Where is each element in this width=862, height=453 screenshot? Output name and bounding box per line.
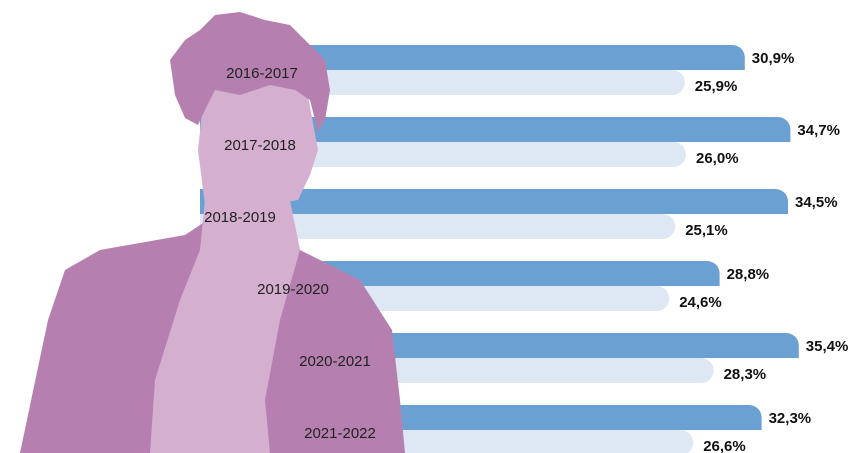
value-label: 35,4% [806,338,849,355]
value-label: 34,7% [797,122,840,139]
category-label: 2020-2021 [299,353,371,370]
value-label: 26,6% [703,438,746,453]
value-label: 28,3% [724,366,767,383]
value-label: 26,0% [696,150,739,167]
category-label: 2017-2018 [224,137,296,154]
value-label: 24,6% [679,294,722,311]
value-label: 25,1% [685,222,728,239]
value-label: 34,5% [795,194,838,211]
value-label: 32,3% [769,410,812,427]
value-label: 25,9% [695,78,738,95]
category-label: 2016-2017 [226,65,298,82]
category-label: 2019-2020 [257,281,329,298]
category-label: 2021-2022 [304,425,376,442]
page: {"chart_data": {"type": "bar", "orientat… [0,0,862,453]
category-label: 2018-2019 [204,209,276,226]
chart: 30,9% 25,9% 2016-2017 34,7% 26,0% 2017-2018 34… [0,0,862,453]
value-label: 28,8% [727,266,770,283]
value-label: 30,9% [752,50,795,67]
